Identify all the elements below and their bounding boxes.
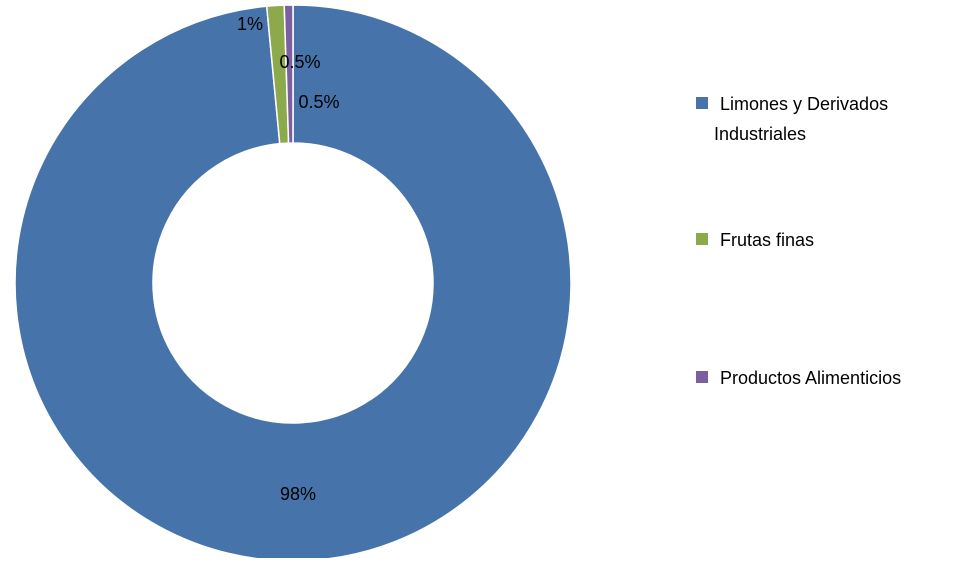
legend-label-limones-y-derivados-industriales-line2: Industriales bbox=[714, 124, 806, 144]
data-label-productos-alimenticios: 0.5% bbox=[279, 52, 320, 72]
legend-swatch-productos-alimenticios bbox=[696, 371, 708, 383]
data-label-extra-0: 0.5% bbox=[298, 92, 339, 112]
slices-layer bbox=[14, 4, 572, 562]
legend-item-frutas-finas: Frutas finas bbox=[696, 230, 814, 250]
slice-limones-y-derivados-industriales bbox=[14, 4, 572, 562]
data-label-limones-y-derivados-industriales: 98% bbox=[280, 484, 316, 504]
data-label-frutas-finas: 1% bbox=[237, 14, 263, 34]
legend-label-frutas-finas: Frutas finas bbox=[720, 230, 814, 250]
legend-item-limones-y-derivados-industriales: Limones y Derivados Industriales bbox=[696, 94, 888, 144]
legend-label-productos-alimenticios: Productos Alimenticios bbox=[720, 368, 901, 388]
slice-labels-layer: 98% 1% 0.5% 0.5% bbox=[237, 14, 340, 504]
legend-item-productos-alimenticios: Productos Alimenticios bbox=[696, 368, 901, 388]
legend-swatch-frutas-finas bbox=[696, 233, 708, 245]
legend: Limones y Derivados Industriales Frutas fi… bbox=[696, 94, 901, 388]
slice-productos-alimenticios bbox=[283, 4, 294, 144]
legend-label-limones-y-derivados-industriales: Limones y Derivados bbox=[720, 94, 888, 114]
legend-swatch-limones-y-derivados-industriales bbox=[696, 97, 708, 109]
